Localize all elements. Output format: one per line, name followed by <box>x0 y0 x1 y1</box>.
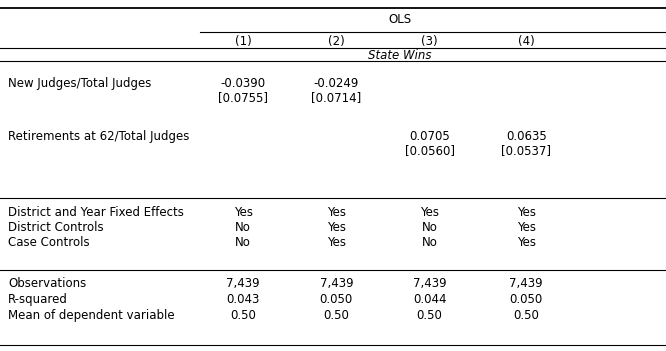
Text: OLS: OLS <box>388 13 411 26</box>
Text: (4): (4) <box>517 34 535 48</box>
Text: 0.50: 0.50 <box>230 309 256 323</box>
Text: (1): (1) <box>234 34 252 48</box>
Text: Retirements at 62/Total Judges: Retirements at 62/Total Judges <box>8 130 189 144</box>
Text: No: No <box>235 236 251 249</box>
Text: Yes: Yes <box>327 221 346 234</box>
Text: 0.050: 0.050 <box>509 292 543 306</box>
Text: 0.0705: 0.0705 <box>409 130 450 144</box>
Text: 7,439: 7,439 <box>226 277 260 290</box>
Text: Yes: Yes <box>327 206 346 219</box>
Text: 7,439: 7,439 <box>509 277 543 290</box>
Text: Yes: Yes <box>517 221 535 234</box>
Text: Yes: Yes <box>327 236 346 249</box>
Text: 0.50: 0.50 <box>513 309 539 323</box>
Text: 0.50: 0.50 <box>324 309 349 323</box>
Text: No: No <box>422 221 438 234</box>
Text: [0.0755]: [0.0755] <box>218 91 268 104</box>
Text: 0.044: 0.044 <box>413 292 446 306</box>
Text: -0.0390: -0.0390 <box>220 77 266 90</box>
Text: [0.0714]: [0.0714] <box>311 91 362 104</box>
Text: District and Year Fixed Effects: District and Year Fixed Effects <box>8 206 184 219</box>
Text: Mean of dependent variable: Mean of dependent variable <box>8 309 174 323</box>
Text: No: No <box>422 236 438 249</box>
Text: Observations: Observations <box>8 277 86 290</box>
Text: Yes: Yes <box>420 206 439 219</box>
Text: Case Controls: Case Controls <box>8 236 90 249</box>
Text: New Judges/Total Judges: New Judges/Total Judges <box>8 77 151 90</box>
Text: No: No <box>235 221 251 234</box>
Text: R-squared: R-squared <box>8 292 68 306</box>
Text: Yes: Yes <box>517 236 535 249</box>
Text: Yes: Yes <box>517 206 535 219</box>
Text: 0.0635: 0.0635 <box>505 130 547 144</box>
Text: 0.50: 0.50 <box>417 309 442 323</box>
Text: State Wins: State Wins <box>368 49 432 62</box>
Text: (3): (3) <box>422 34 438 48</box>
Text: 7,439: 7,439 <box>413 277 446 290</box>
Text: 0.050: 0.050 <box>320 292 353 306</box>
Text: 7,439: 7,439 <box>320 277 353 290</box>
Text: [0.0560]: [0.0560] <box>404 144 455 158</box>
Text: 0.043: 0.043 <box>226 292 260 306</box>
Text: -0.0249: -0.0249 <box>314 77 359 90</box>
Text: [0.0537]: [0.0537] <box>501 144 551 158</box>
Text: Yes: Yes <box>234 206 252 219</box>
Text: (2): (2) <box>328 34 345 48</box>
Text: District Controls: District Controls <box>8 221 104 234</box>
